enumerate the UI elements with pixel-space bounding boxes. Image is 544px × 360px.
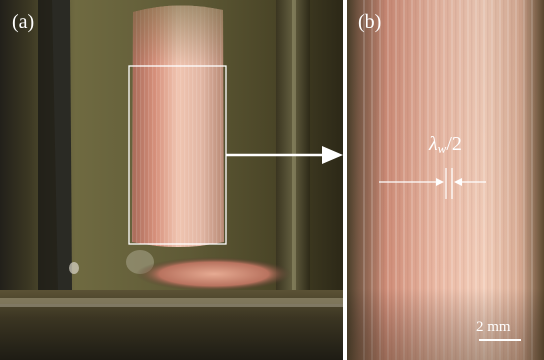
wavelength-subscript: w: [437, 141, 447, 156]
wavelength-suffix: /2: [446, 133, 462, 155]
scale-bar: [479, 339, 521, 341]
wavelength-right-arrowhead: [454, 178, 462, 186]
wavelength-label: λw/2: [429, 133, 462, 160]
panel-a-label: (a): [12, 11, 35, 33]
zoom-arrow-head: [322, 146, 343, 164]
panel-a-photo: (a): [0, 0, 343, 360]
panel-b-label: (b): [358, 11, 382, 33]
wavelength-left-arrowhead: [436, 178, 444, 186]
panel-b-image: [347, 0, 544, 360]
panel-b-photo: (b) λw/2 2 mm: [347, 0, 544, 360]
scale-bar-label: 2 mm: [476, 319, 511, 335]
panel-a-image: [0, 0, 343, 360]
wavelength-symbol: λ: [429, 133, 438, 155]
